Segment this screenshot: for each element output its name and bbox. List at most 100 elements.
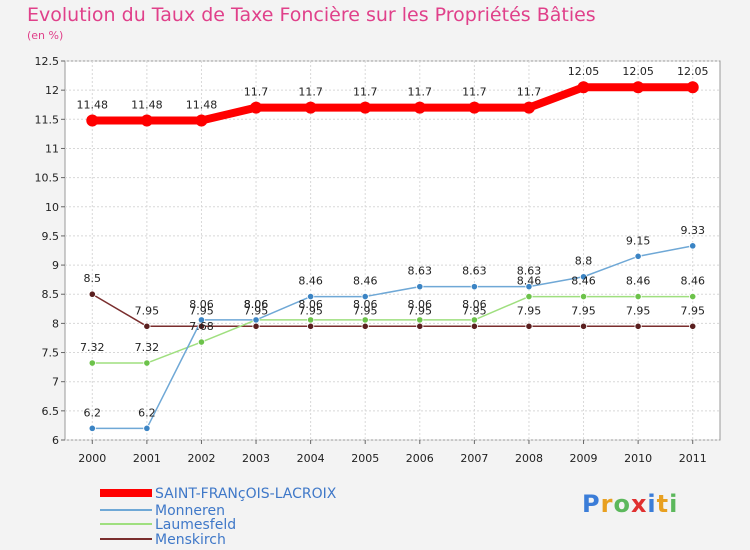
data-points <box>86 81 699 432</box>
data-point-saint-fran-ois-lacroix <box>686 81 699 94</box>
y-tick-label: 7 <box>52 376 59 389</box>
y-tick-label: 9.5 <box>42 230 60 243</box>
data-point-saint-fran-ois-lacroix <box>250 101 263 114</box>
y-tick-label: 10 <box>45 201 59 214</box>
data-label-monneren: 8.8 <box>575 255 593 268</box>
data-point-menskirch <box>416 322 424 330</box>
x-tick-label: 2008 <box>515 452 543 465</box>
x-tick-label: 2010 <box>624 452 652 465</box>
data-point-laumesfeld <box>634 292 642 301</box>
x-tick-label: 2003 <box>242 452 270 465</box>
data-label-saint-fran-ois-lacroix: 11.48 <box>131 98 163 111</box>
data-label-laumesfeld: 7.32 <box>135 341 160 354</box>
logo-letter: r <box>600 490 614 518</box>
x-tick-label: 2009 <box>570 452 598 465</box>
data-point-saint-fran-ois-lacroix <box>195 114 208 127</box>
data-label-menskirch: 7.95 <box>517 304 542 317</box>
data-label-monneren: 8.46 <box>298 275 323 288</box>
y-tick-label: 6.5 <box>42 405 60 418</box>
y-tick-label: 9 <box>52 259 59 272</box>
data-point-menskirch <box>689 322 697 330</box>
data-labels: 11.48 11.48 11.48 11.7 11.7 11.7 11.7 11.7 11.7 1… <box>77 65 709 419</box>
x-tick-label: 2007 <box>460 452 488 465</box>
y-tick-label: 6 <box>52 434 59 447</box>
data-label-saint-fran-ois-lacroix: 11.7 <box>353 86 378 99</box>
data-point-monneren <box>689 242 697 250</box>
data-label-monneren: 8.06 <box>189 298 214 311</box>
series-line-laumesfeld <box>91 295 694 364</box>
data-point-menskirch <box>361 322 369 330</box>
data-point-saint-fran-ois-lacroix <box>86 114 99 127</box>
logo-letter: o <box>613 490 631 518</box>
legend-label-monneren: Monneren <box>155 503 225 519</box>
data-point-monneren <box>361 292 369 301</box>
data-point-monneren <box>143 424 151 432</box>
y-tick-label: 8 <box>52 317 59 330</box>
data-point-saint-fran-ois-lacroix <box>413 101 426 114</box>
data-point-saint-fran-ois-lacroix <box>359 101 372 114</box>
series-line-saint-fran-ois-lacroix <box>88 83 697 125</box>
data-point-monneren <box>88 424 96 432</box>
data-label-saint-fran-ois-lacroix: 12.05 <box>568 65 600 78</box>
y-tick-label: 10.5 <box>35 172 60 185</box>
series-line-monneren <box>91 245 694 430</box>
data-label-laumesfeld: 8.06 <box>462 298 487 311</box>
logo-letter: P <box>582 490 601 518</box>
axes: 6 6.5 7 7.5 8 8.5 9 9.5 10 10.5 11 11.5 12 12.5 2000 20… <box>35 55 707 465</box>
y-tick-label: 7.5 <box>42 347 60 360</box>
data-point-monneren <box>197 316 206 324</box>
data-label-saint-fran-ois-lacroix: 11.7 <box>298 86 323 99</box>
data-point-laumesfeld <box>197 338 206 346</box>
data-label-menskirch: 7.95 <box>244 304 269 317</box>
y-tick-label: 11.5 <box>35 113 60 126</box>
data-point-laumesfeld <box>307 316 315 324</box>
x-tick-label: 2006 <box>406 452 434 465</box>
data-label-saint-fran-ois-lacroix: 12.05 <box>622 65 654 78</box>
data-point-saint-fran-ois-lacroix <box>468 101 481 114</box>
data-label-laumesfeld: 8.06 <box>408 298 433 311</box>
series-line-menskirch <box>91 293 694 328</box>
data-label-menskirch: 7.95 <box>353 304 378 317</box>
y-tick-label: 8.5 <box>42 288 60 301</box>
data-label-monneren: 8.63 <box>517 265 542 278</box>
data-point-saint-fran-ois-lacroix <box>632 81 645 94</box>
data-point-laumesfeld <box>143 359 151 367</box>
data-point-saint-fran-ois-lacroix <box>577 81 590 94</box>
data-label-laumesfeld: 8.46 <box>680 275 705 288</box>
data-point-menskirch <box>252 322 260 330</box>
data-label-menskirch: 7.95 <box>626 304 651 317</box>
y-tick-label: 12.5 <box>35 55 60 68</box>
data-label-monneren: 8.63 <box>408 265 433 278</box>
logo-letter: t <box>656 490 670 518</box>
data-label-laumesfeld: 7.68 <box>189 320 214 333</box>
data-label-menskirch: 7.95 <box>298 304 323 317</box>
data-label-monneren: 6.2 <box>84 406 102 419</box>
data-point-saint-fran-ois-lacroix <box>140 114 153 127</box>
y-tick-label: 12 <box>45 84 59 97</box>
data-point-menskirch <box>634 322 642 330</box>
data-label-menskirch: 7.95 <box>189 304 214 317</box>
data-point-menskirch <box>525 322 533 330</box>
data-label-menskirch: 7.95 <box>408 304 433 317</box>
x-tick-label: 2005 <box>351 452 379 465</box>
data-label-menskirch: 8.5 <box>84 272 102 285</box>
data-label-menskirch: 7.95 <box>571 304 596 317</box>
data-label-laumesfeld: 8.46 <box>517 275 542 288</box>
data-label-saint-fran-ois-lacroix: 11.7 <box>517 86 542 99</box>
data-point-monneren <box>470 283 478 291</box>
data-point-monneren <box>416 283 424 291</box>
logo-letter: i <box>647 490 657 518</box>
data-point-monneren <box>307 292 315 301</box>
x-tick-label: 2011 <box>679 452 707 465</box>
x-tick-label: 2002 <box>187 452 215 465</box>
y-tick-label: 11 <box>45 142 59 155</box>
data-label-saint-fran-ois-lacroix: 11.48 <box>186 98 218 111</box>
legend: SAINT-FRANçOIS-LACROIXMonnerenLaumesfeld… <box>100 486 337 548</box>
data-point-monneren <box>252 316 260 324</box>
data-label-saint-fran-ois-lacroix: 11.7 <box>244 86 269 99</box>
data-point-menskirch <box>307 322 315 330</box>
data-label-menskirch: 7.95 <box>462 304 487 317</box>
data-label-saint-fran-ois-lacroix: 11.7 <box>462 86 487 99</box>
data-label-monneren: 9.33 <box>680 224 705 237</box>
